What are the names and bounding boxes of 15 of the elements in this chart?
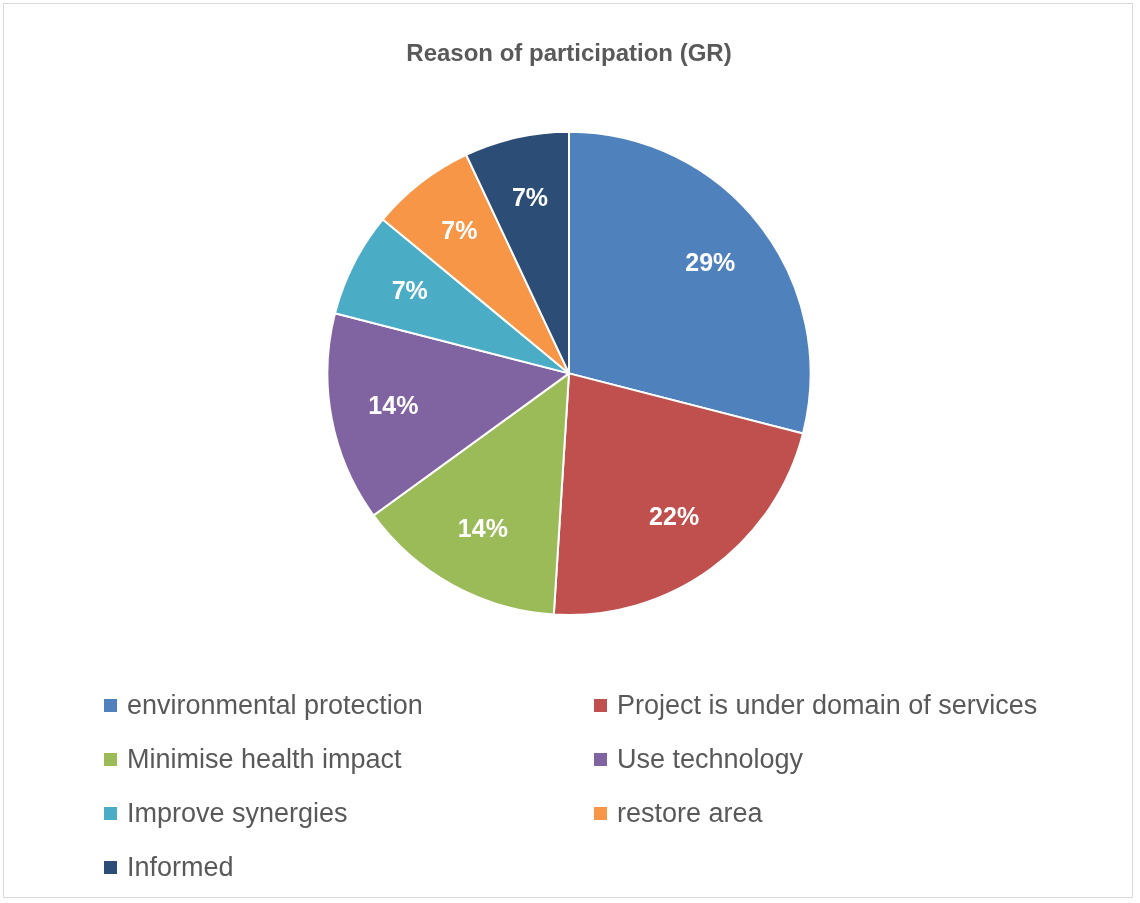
legend-label: Informed	[127, 851, 234, 884]
data-label: 7%	[391, 276, 428, 305]
legend-label: Minimise health impact	[127, 743, 402, 776]
data-label: 29%	[685, 247, 736, 276]
chart-title: Reason of participation (GR)	[406, 39, 732, 67]
data-label: 14%	[457, 513, 508, 542]
legend-label: environmental protection	[127, 689, 423, 722]
data-label: 22%	[649, 501, 700, 530]
legend-label: Improve synergies	[127, 797, 348, 830]
data-label: 7%	[441, 216, 478, 245]
legend-label: Use technology	[617, 743, 804, 776]
legend-label: restore area	[617, 797, 763, 830]
data-label: 7%	[511, 182, 549, 211]
legend-label: Project is under domain of services	[617, 689, 1038, 722]
data-label: 14%	[368, 390, 419, 419]
